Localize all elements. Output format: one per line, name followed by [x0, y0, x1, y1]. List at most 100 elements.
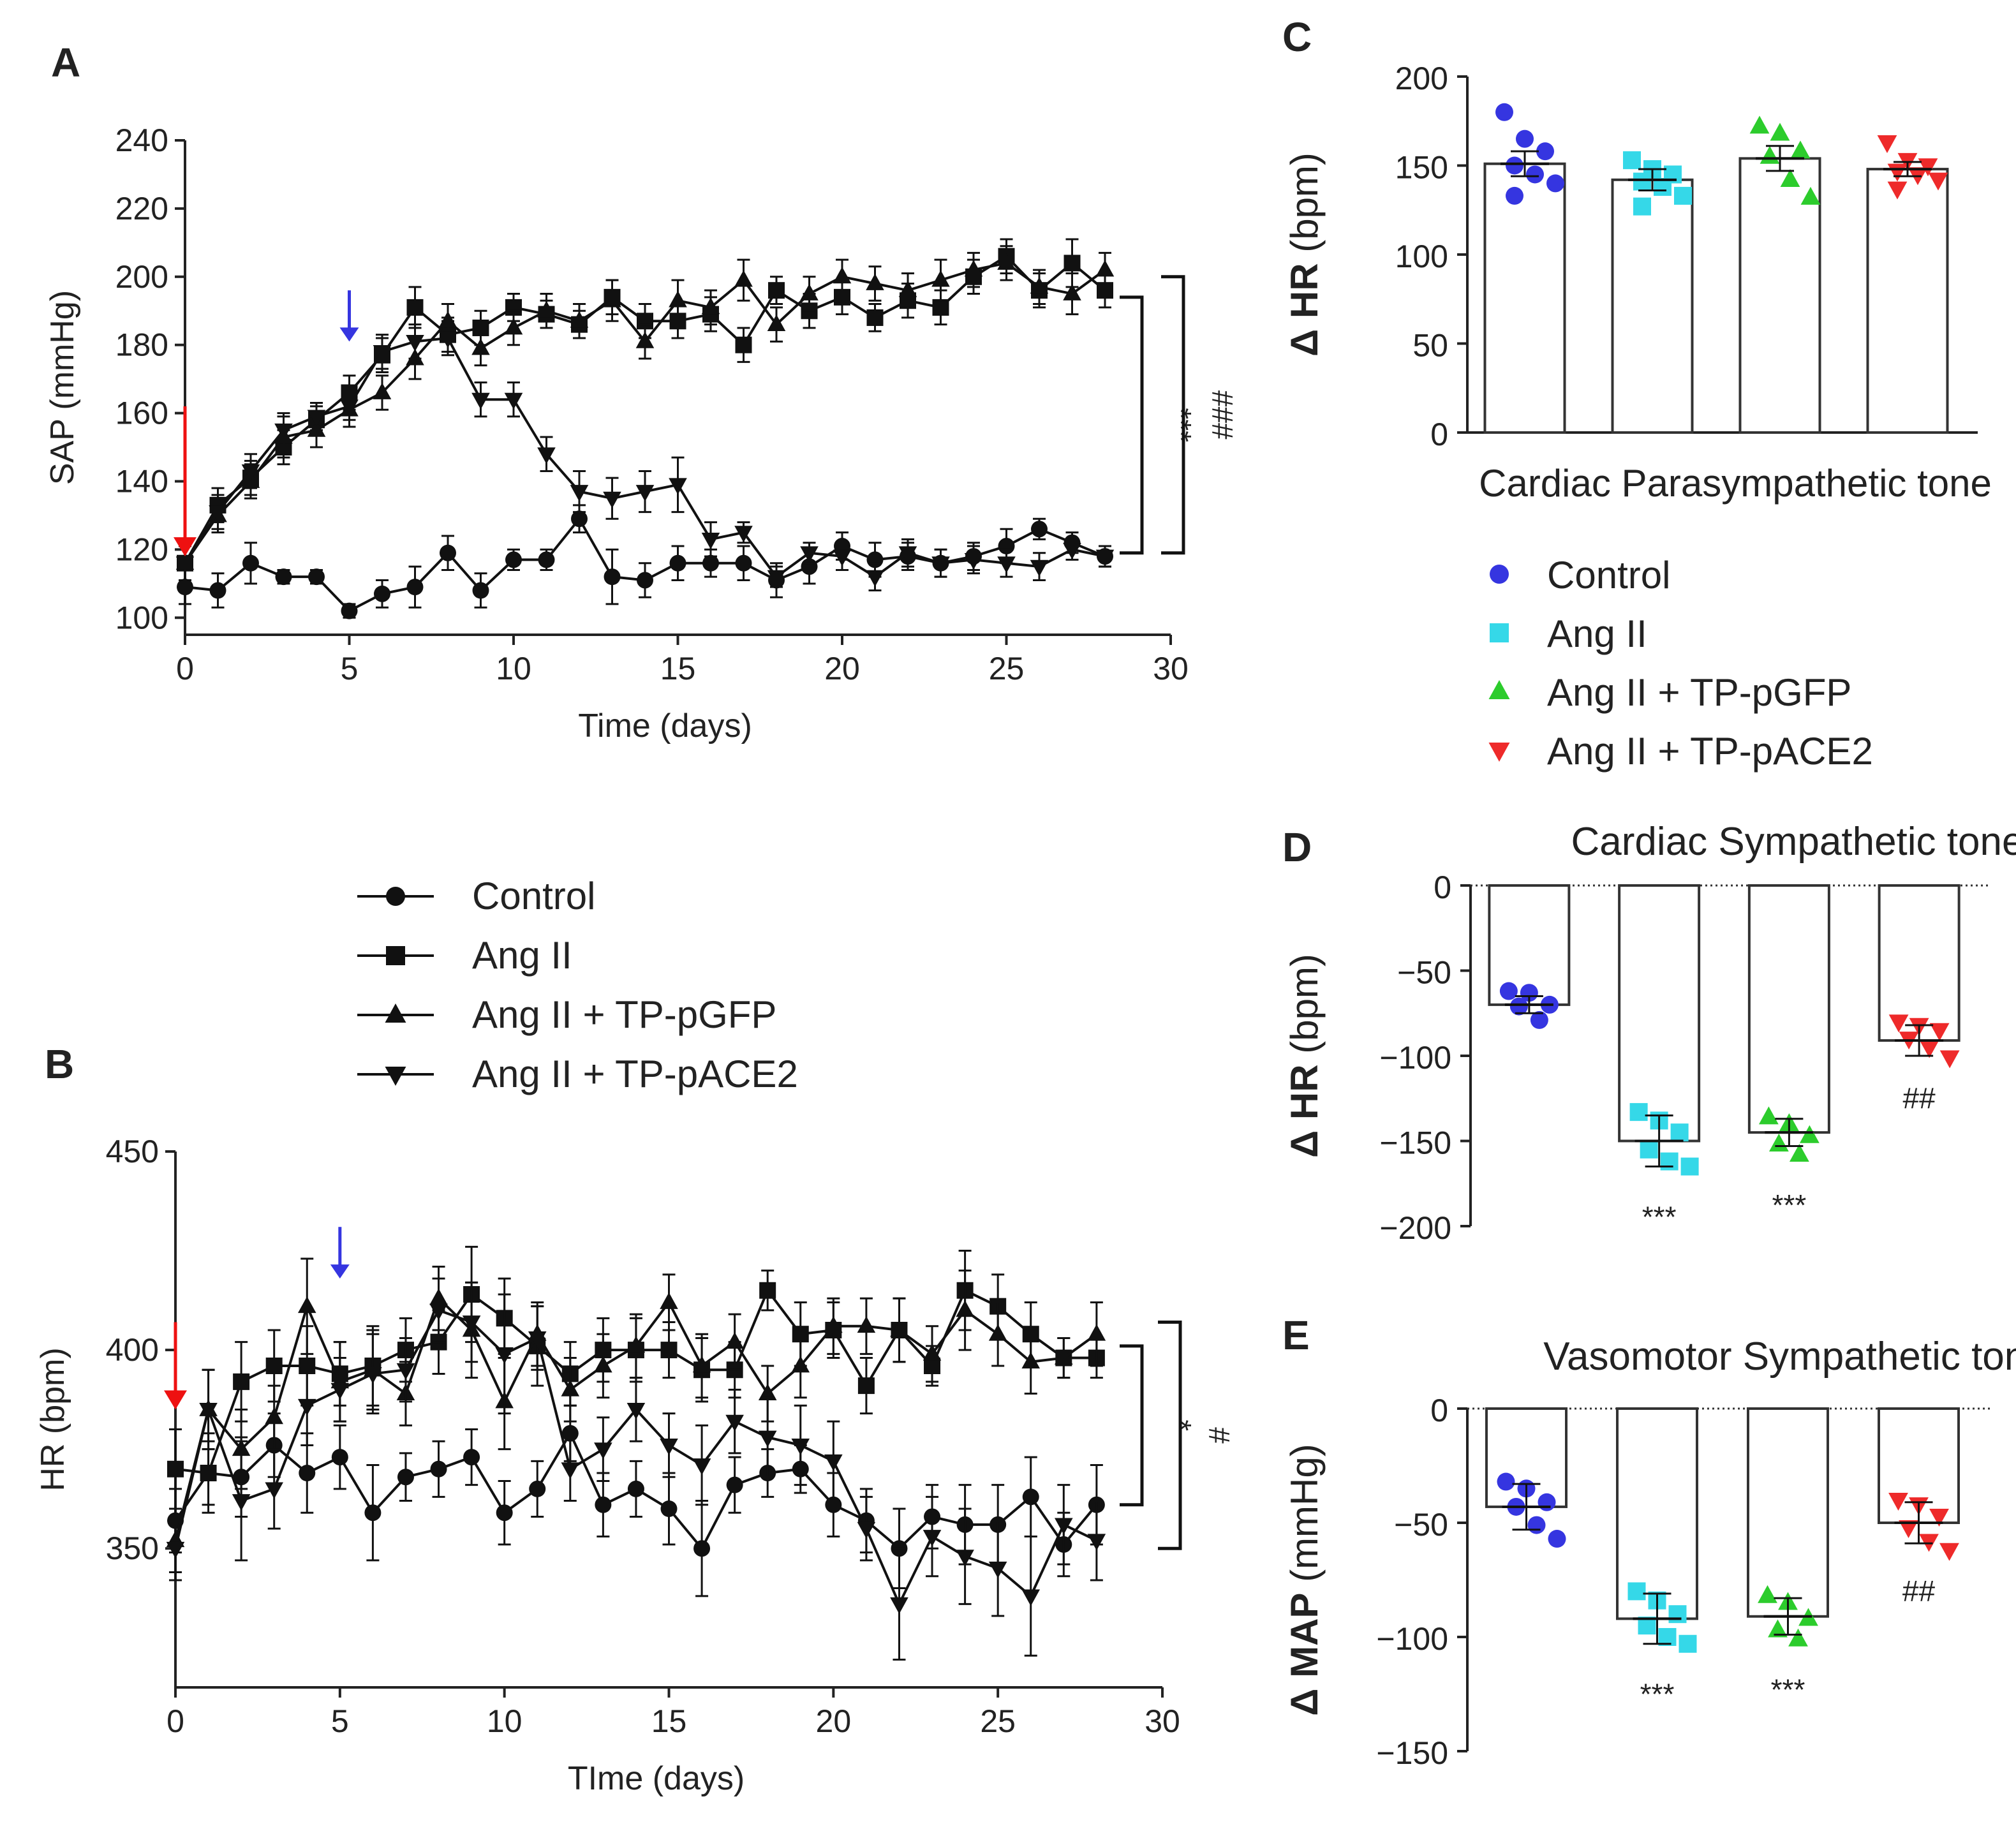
- series-line: [184, 336, 1106, 579]
- data-point: [857, 1522, 876, 1539]
- data-point: [528, 1331, 547, 1349]
- data-point: [1506, 186, 1523, 205]
- data-point: [241, 464, 260, 482]
- data-point: [209, 505, 227, 522]
- series-triangle-down: [166, 1277, 1106, 1661]
- y-tick-label: 50: [1412, 328, 1448, 364]
- x-tick-label: 0: [167, 1703, 184, 1739]
- y-tick-label: 220: [115, 191, 168, 226]
- data-point: [1749, 115, 1770, 134]
- data-point: [570, 485, 589, 502]
- data-point: [767, 570, 786, 587]
- legend-marker: [385, 1003, 406, 1023]
- data-point: [297, 1296, 316, 1314]
- legend-marker: [386, 887, 405, 906]
- data-point: [1758, 1106, 1779, 1125]
- data-point: [505, 551, 522, 568]
- panel-letter: B: [45, 1041, 74, 1087]
- panel-c: C 0 50 100 150 200 Δ HR (bpm) Cardiac Parasympa…: [1282, 14, 1992, 505]
- data-point: [1087, 1324, 1106, 1341]
- data-point: [1509, 997, 1528, 1016]
- data-point: [857, 1377, 875, 1395]
- data-point: [1799, 1125, 1820, 1143]
- data-point: [538, 551, 555, 568]
- data-point: [1495, 103, 1513, 121]
- data-point: [988, 1324, 1007, 1341]
- legend-marker: [1490, 565, 1509, 584]
- data-point: [274, 423, 293, 440]
- data-point: [635, 485, 655, 502]
- y-tick-label: 0: [1430, 417, 1448, 452]
- x-axis-label: TIme (days): [568, 1760, 745, 1797]
- significance-label: ***: [1771, 1673, 1805, 1707]
- x-tick-label: 10: [496, 651, 531, 686]
- data-point: [1095, 549, 1115, 566]
- data-point: [1674, 186, 1692, 205]
- data-point: [931, 270, 950, 287]
- legend-label: Ang II + TP-pACE2: [1547, 730, 1873, 773]
- data-point: [1780, 169, 1800, 188]
- data-point: [767, 315, 786, 332]
- data-point: [1530, 1011, 1548, 1029]
- data-point: [1055, 1347, 1073, 1365]
- data-point: [1760, 145, 1780, 164]
- data-point: [438, 311, 457, 328]
- data-point: [964, 260, 983, 277]
- panel-letter: A: [51, 40, 80, 85]
- data-point: [1021, 1589, 1041, 1606]
- x-axis-label: Cardiac Parasympathetic tone: [1479, 462, 1992, 505]
- y-tick-label: 120: [115, 531, 168, 567]
- data-point: [824, 1454, 843, 1471]
- data-point: [1516, 130, 1534, 148]
- data-point: [824, 1316, 843, 1333]
- data-point: [438, 331, 457, 348]
- data-point: [1055, 1518, 1073, 1535]
- data-point: [923, 1530, 942, 1547]
- significance-label: ***: [1772, 1188, 1807, 1222]
- data-point: [692, 1458, 711, 1476]
- data-point: [265, 1358, 283, 1374]
- data-point: [1095, 260, 1115, 277]
- legend-marker: [386, 946, 405, 965]
- data-point: [997, 253, 1016, 270]
- data-point: [735, 554, 752, 572]
- data-point: [603, 491, 621, 508]
- y-tick-label: −100: [1376, 1621, 1448, 1657]
- data-point: [1929, 1509, 1949, 1527]
- data-point: [594, 1442, 612, 1460]
- data-point: [1506, 156, 1523, 175]
- data-point: [1633, 197, 1651, 216]
- bracket-inner: [1120, 1344, 1144, 1507]
- data-point: [1877, 135, 1897, 154]
- data-point: [232, 1494, 251, 1511]
- panel-title: Cardiac Sympathetic tone: [1571, 820, 2016, 864]
- data-point: [199, 1403, 218, 1420]
- data-point: [1499, 982, 1518, 1000]
- x-tick-label: 15: [651, 1703, 687, 1739]
- y-tick-label: 350: [106, 1530, 159, 1566]
- legend-marker: [1488, 680, 1510, 699]
- y-axis-label-symbol: Δ MAP: [1283, 1593, 1326, 1716]
- arrow-blue-head: [330, 1264, 350, 1279]
- data-point: [660, 1439, 678, 1456]
- y-axis-label-unit: (bpm): [1283, 152, 1326, 263]
- y-tick-label: −100: [1379, 1040, 1451, 1076]
- y-tick-label: 100: [115, 600, 168, 635]
- panel-letter: C: [1282, 14, 1312, 60]
- data-point: [669, 290, 687, 307]
- data-point: [504, 392, 523, 410]
- data-point: [1623, 151, 1641, 170]
- data-point: [956, 1300, 974, 1317]
- data-point: [603, 290, 621, 307]
- data-point: [1527, 1516, 1546, 1534]
- data-point: [430, 1460, 447, 1477]
- data-point: [660, 1292, 678, 1309]
- significance-label: ***: [1642, 1201, 1677, 1234]
- data-point: [209, 582, 226, 599]
- bar: [1747, 1407, 1829, 1618]
- data-point: [175, 556, 195, 574]
- data-point: [1758, 1585, 1777, 1603]
- data-point: [1768, 1134, 1789, 1152]
- data-point: [364, 1367, 382, 1384]
